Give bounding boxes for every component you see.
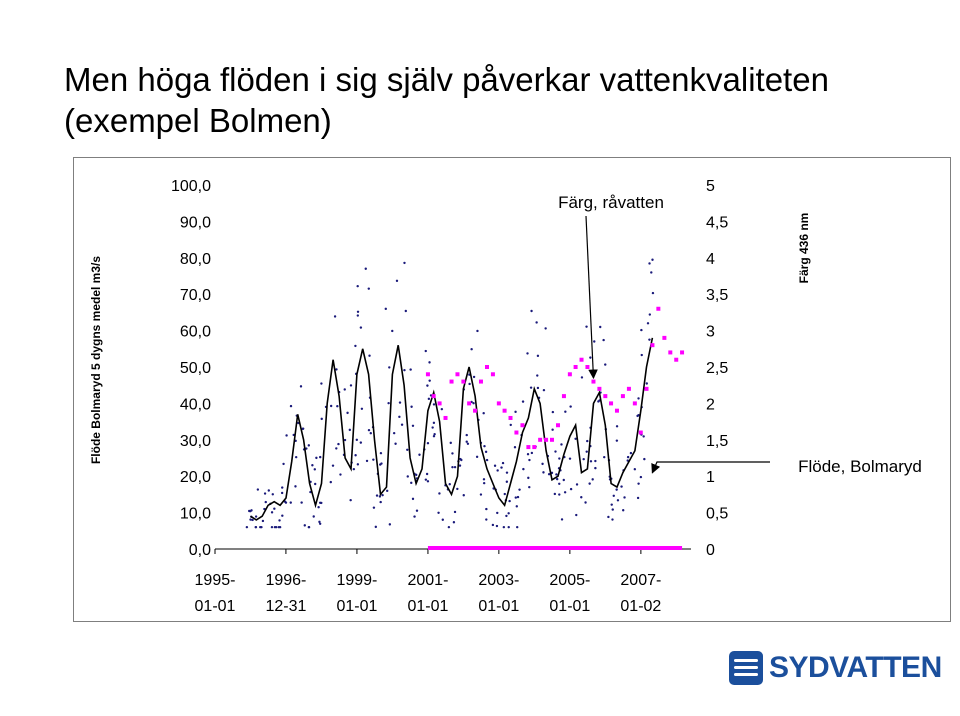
slide-title: Men höga flöden i sig själv påverkar vat… [64,61,829,139]
sydvatten-logo-text: SYDVATTEN [769,651,942,684]
sydvatten-logo-icon [729,651,763,685]
chart-frame [73,157,951,622]
sydvatten-logo: SYDVATTEN [729,648,942,688]
